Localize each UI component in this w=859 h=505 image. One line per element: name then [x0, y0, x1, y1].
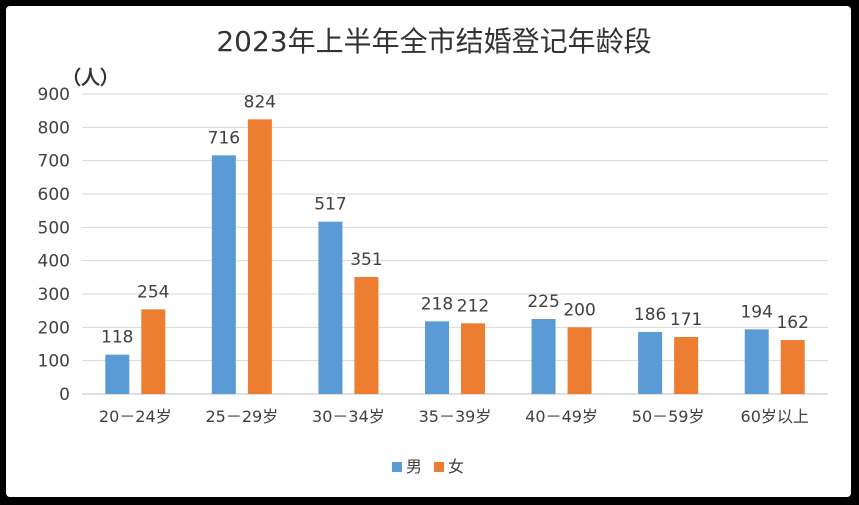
legend-swatch: [434, 462, 444, 472]
y-tick-label: 500: [38, 218, 70, 238]
y-tick-label: 100: [38, 352, 70, 372]
bar: [354, 277, 379, 394]
y-tick-label: 600: [38, 185, 70, 205]
data-label: 186: [634, 305, 666, 325]
bar: [141, 309, 166, 394]
bar: [638, 332, 663, 394]
data-label: 200: [563, 300, 595, 320]
chart-title: 2023年上半年全市结婚登记年龄段: [216, 25, 651, 58]
x-axis-ticks: 20－24岁 25－29岁 30－34岁 35－39岁 40－49岁 50－59岁 60岁以…: [99, 407, 809, 426]
x-tick-label: 50－59岁: [632, 407, 705, 426]
y-tick-label: 300: [38, 285, 70, 305]
x-tick-label: 30－34岁: [312, 407, 385, 426]
data-label: 254: [137, 282, 169, 302]
data-label: 218: [421, 294, 453, 314]
bar: [744, 329, 769, 394]
bar: [211, 155, 236, 394]
x-tick-label: 60岁以上: [741, 407, 809, 426]
data-label: 225: [527, 292, 559, 312]
data-label: 212: [457, 296, 489, 316]
x-tick-label: 25－29岁: [205, 407, 278, 426]
gridlines: [82, 93, 828, 395]
data-label: 517: [314, 195, 346, 215]
legend-label: 女: [448, 457, 464, 476]
y-tick-label: 900: [38, 85, 70, 105]
y-tick-label: 800: [38, 118, 70, 138]
x-tick-label: 40－49岁: [525, 407, 598, 426]
bar: [318, 221, 343, 394]
bar: [567, 327, 592, 394]
y-tick-label: 200: [38, 318, 70, 338]
bar: [105, 354, 130, 394]
x-tick-label: 20－24岁: [99, 407, 172, 426]
bar: [674, 337, 699, 394]
y-axis-ticks: 0 100 200 300 400 500 600 700 800 900: [38, 85, 70, 405]
y-tick-label: 400: [38, 252, 70, 272]
bar: [780, 340, 805, 394]
data-label: 194: [740, 302, 772, 322]
chart-svg: 2023年上半年全市结婚登记年龄段 （人） 0 100 200 300 400 500 60…: [38, 25, 828, 476]
data-label: 351: [350, 250, 382, 270]
legend-label: 男: [406, 457, 422, 476]
chart-container: 2023年上半年全市结婚登记年龄段 （人） 0 100 200 300 400 500 60…: [6, 6, 851, 497]
bar: [461, 323, 485, 394]
legend-swatch: [392, 462, 402, 472]
data-label: 162: [776, 313, 808, 333]
data-label: 716: [208, 128, 240, 148]
data-label: 171: [670, 310, 702, 330]
data-label: 118: [101, 328, 133, 348]
y-axis-unit-label: （人）: [62, 66, 119, 89]
y-tick-label: 700: [38, 152, 70, 172]
bars-group: [105, 119, 805, 394]
bar: [531, 319, 556, 394]
bar: [425, 321, 449, 394]
legend: 男女: [392, 457, 464, 476]
data-label: 824: [244, 92, 276, 112]
bar: [247, 119, 272, 394]
y-tick-label: 0: [59, 385, 70, 405]
x-tick-label: 35－39岁: [419, 407, 492, 426]
